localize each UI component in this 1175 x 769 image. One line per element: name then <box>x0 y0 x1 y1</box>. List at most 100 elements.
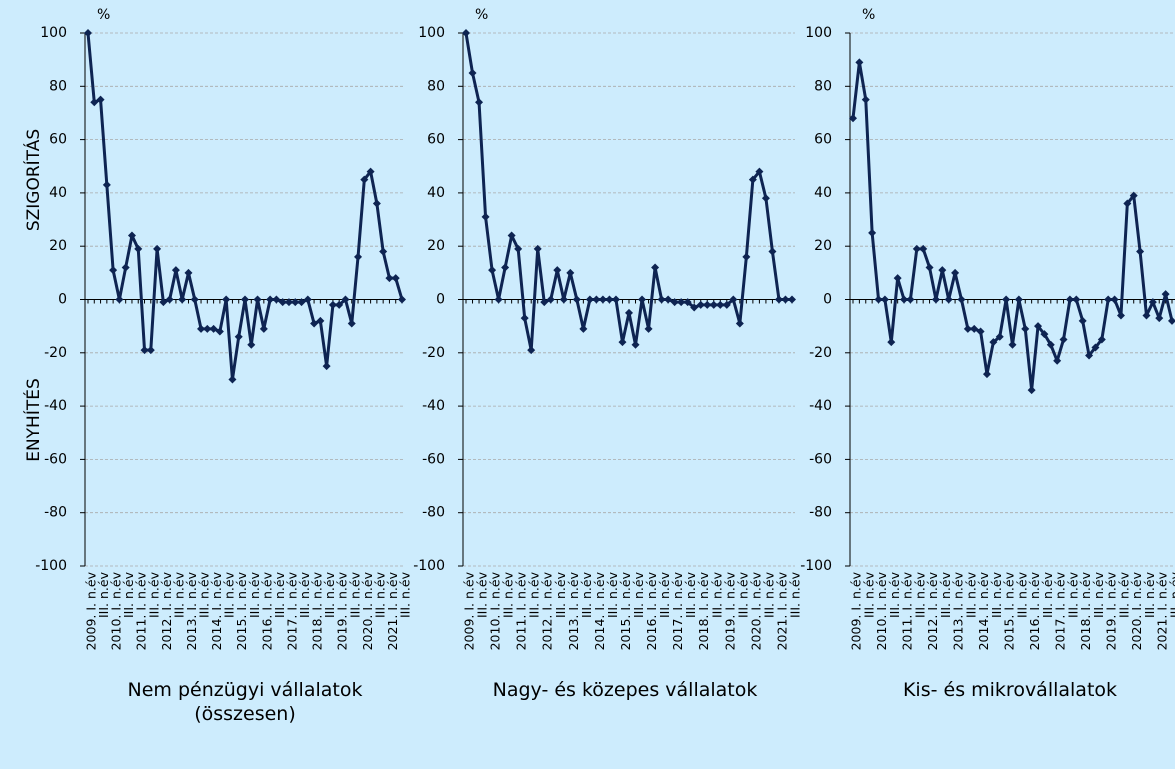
marker <box>360 175 369 184</box>
marker <box>963 324 972 333</box>
y-tick-label: -100 <box>413 558 445 574</box>
y-unit: % <box>862 7 875 23</box>
x-tick-label: III. n.év <box>247 571 262 618</box>
marker <box>1059 335 1068 344</box>
y-tick-label: -20 <box>809 345 832 361</box>
y-tick-label: 80 <box>427 78 445 94</box>
marker <box>241 295 249 304</box>
marker <box>638 295 647 304</box>
marker <box>989 338 998 347</box>
marker <box>592 295 601 304</box>
marker <box>1155 314 1164 323</box>
y-tick-label: 60 <box>427 132 445 148</box>
marker <box>625 308 633 317</box>
marker <box>209 324 218 333</box>
y-tick-label: -20 <box>44 345 67 361</box>
marker <box>982 370 991 379</box>
marker <box>297 298 306 307</box>
x-tick-label: 2010. I. n.év <box>109 571 124 650</box>
marker <box>488 266 497 275</box>
marker <box>755 167 764 176</box>
marker <box>919 244 928 253</box>
marker <box>372 199 381 208</box>
marker <box>748 175 757 184</box>
x-tick-label: III. n.év <box>96 571 111 618</box>
x-tick-label: III. n.év <box>475 571 490 618</box>
marker <box>861 95 870 104</box>
x-tick-label: 2021. I. n.év <box>385 571 400 650</box>
y-tick-label: -20 <box>422 345 445 361</box>
x-tick-label: III. n.év <box>912 571 927 618</box>
marker <box>328 300 337 309</box>
marker <box>670 298 679 307</box>
x-tick-label: III. n.év <box>861 571 876 618</box>
marker <box>546 295 555 304</box>
marker <box>134 244 143 253</box>
marker <box>1142 311 1151 320</box>
y-tick-label: 0 <box>58 292 67 308</box>
marker <box>579 324 588 333</box>
x-tick-label: 2018. I. n.év <box>310 571 325 650</box>
marker <box>398 295 406 304</box>
marker <box>96 95 105 104</box>
marker <box>291 298 300 307</box>
marker <box>729 295 738 304</box>
marker <box>657 295 666 304</box>
marker <box>115 295 124 304</box>
marker <box>912 244 921 253</box>
x-tick-label: 2020. I. n.év <box>360 571 375 650</box>
marker <box>501 263 510 272</box>
x-tick-label: III. n.év <box>297 571 312 618</box>
marker <box>1161 290 1170 299</box>
y-tick-label: 80 <box>49 78 67 94</box>
y-tick-label: -100 <box>800 558 832 574</box>
panel-title: Kis- és mikrovállalatok <box>902 679 1118 701</box>
y-tick-label: -80 <box>44 505 67 521</box>
marker <box>527 346 536 355</box>
marker <box>970 324 979 333</box>
x-tick-label: III. n.év <box>963 571 978 618</box>
marker <box>385 274 394 283</box>
marker <box>690 303 699 312</box>
x-tick-label: III. n.év <box>887 571 902 618</box>
marker <box>1110 295 1119 304</box>
marker <box>272 295 281 304</box>
marker <box>1008 340 1017 349</box>
marker <box>683 298 692 307</box>
marker <box>957 295 966 304</box>
marker <box>228 375 237 384</box>
marker <box>1034 322 1043 331</box>
marker <box>788 295 796 304</box>
y-tick-label: -60 <box>44 451 67 467</box>
marker <box>127 231 136 240</box>
marker <box>1097 335 1106 344</box>
y-tick-label: -100 <box>35 558 67 574</box>
x-tick-label: 2010. I. n.év <box>874 571 889 650</box>
x-tick-label: III. n.év <box>761 571 776 618</box>
x-tick-label: 2011. I. n.év <box>900 571 915 650</box>
panel-title: Nem pénzügyi vállalatok (összesen) <box>127 679 363 725</box>
x-tick-label: 2014. I. n.év <box>209 571 224 650</box>
marker <box>781 295 790 304</box>
y-tick-label: 0 <box>823 292 832 308</box>
x-tick-label: III. n.év <box>579 571 594 618</box>
x-tick-label: III. n.év <box>1142 571 1157 618</box>
x-tick-label: III. n.év <box>146 571 161 618</box>
x-tick-label: 2017. I. n.év <box>1053 571 1068 650</box>
marker <box>468 68 477 77</box>
marker <box>631 340 640 349</box>
y-tick-label: -60 <box>422 451 445 467</box>
x-tick-label: 2019. I. n.év <box>1104 571 1119 650</box>
y-unit: % <box>475 7 488 23</box>
x-tick-label: 2014. I. n.év <box>976 571 991 650</box>
x-tick-label: III. n.év <box>197 571 212 618</box>
marker <box>540 298 549 307</box>
x-tick-label: III. n.év <box>553 571 568 618</box>
marker <box>1040 330 1049 339</box>
x-tick-label: III. n.év <box>1168 571 1175 618</box>
x-tick-label: 2018. I. n.év <box>1078 571 1093 650</box>
marker <box>278 298 287 307</box>
marker <box>197 324 206 333</box>
x-tick-label: III. n.év <box>372 571 387 618</box>
